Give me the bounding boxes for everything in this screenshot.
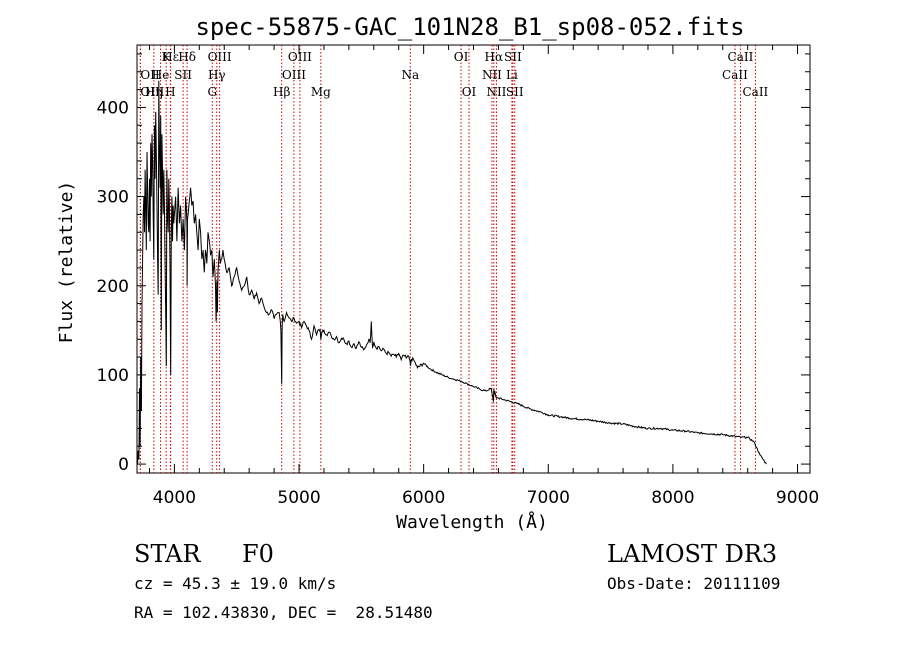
spectral-line-label: OI bbox=[454, 50, 469, 64]
y-axis-label: Flux (relative) bbox=[56, 181, 77, 344]
spectral-line-label: G bbox=[207, 85, 217, 99]
spectral-line-label: OII bbox=[140, 68, 160, 82]
x-tick-label: 9000 bbox=[776, 488, 819, 508]
observation-date: Obs-Date: 20111109 bbox=[607, 574, 781, 593]
spectral-line-label: CaII bbox=[742, 85, 768, 99]
y-tick-label: 0 bbox=[118, 455, 129, 475]
object-class: STAR bbox=[134, 540, 201, 568]
spectral-line-label: H bbox=[165, 85, 175, 99]
y-tick-label: 300 bbox=[97, 188, 129, 208]
spectral-line-label: Mg bbox=[311, 85, 331, 99]
y-tick-label: 200 bbox=[97, 277, 129, 297]
x-tick-label: 8000 bbox=[651, 488, 694, 508]
spectral-line-label: CaII bbox=[728, 50, 754, 64]
y-tick-label: 100 bbox=[97, 366, 129, 386]
survey-name: LAMOST DR3 bbox=[607, 540, 778, 568]
spectral-line-label: OIII bbox=[282, 68, 306, 82]
x-tick-label: 4000 bbox=[153, 488, 196, 508]
y-axis-ticks: 0 100 200 300 400 bbox=[97, 53, 810, 475]
spectral-line-label: CaII bbox=[722, 68, 748, 82]
spectral-line-label: Li bbox=[506, 68, 518, 82]
spectral-subclass: F0 bbox=[242, 540, 274, 568]
sky-coordinates: RA = 102.43830, DEC = 28.51480 bbox=[134, 603, 433, 622]
spectral-line-label: SII bbox=[504, 50, 522, 64]
spectral-line-label: He bbox=[152, 68, 170, 82]
spectral-line-label: SII bbox=[506, 85, 524, 99]
spectral-line-markers bbox=[139, 45, 756, 473]
redshift-velocity: cz = 45.3 ± 19.0 km/s bbox=[134, 574, 337, 593]
y-tick-label: 400 bbox=[97, 98, 129, 118]
x-axis-ticks: 4000 5000 6000 7000 8000 9000 bbox=[148, 45, 819, 508]
x-axis-label: Wavelength (Å) bbox=[396, 511, 548, 533]
spectral-line-label: OI bbox=[462, 85, 477, 99]
spectral-line-label: SII bbox=[174, 68, 192, 82]
spectral-line-label: Hγ bbox=[208, 68, 226, 82]
spectrum-series-line bbox=[137, 80, 767, 465]
x-tick-label: 7000 bbox=[527, 488, 570, 508]
spectral-line-label: K bbox=[162, 50, 172, 64]
x-tick-label: 5000 bbox=[277, 488, 320, 508]
spectral-line-label: Hδ bbox=[178, 50, 196, 64]
plot-frame bbox=[136, 44, 811, 474]
spectral-line-label: NII bbox=[482, 68, 502, 82]
spectral-line-label: NII bbox=[486, 85, 506, 99]
chart-title: spec-55875-GAC_101N28_B1_sp08-052.fits bbox=[195, 13, 744, 41]
spectral-line-label: Na bbox=[401, 68, 419, 82]
spectral-line-label: OIII bbox=[208, 50, 232, 64]
x-tick-label: 6000 bbox=[402, 488, 445, 508]
spectral-line-label: Hη bbox=[145, 85, 163, 99]
spectral-line-label: OIII bbox=[288, 50, 312, 64]
spectral-line-label: Hβ bbox=[273, 85, 290, 99]
spectral-line-label: Hα bbox=[485, 50, 504, 64]
